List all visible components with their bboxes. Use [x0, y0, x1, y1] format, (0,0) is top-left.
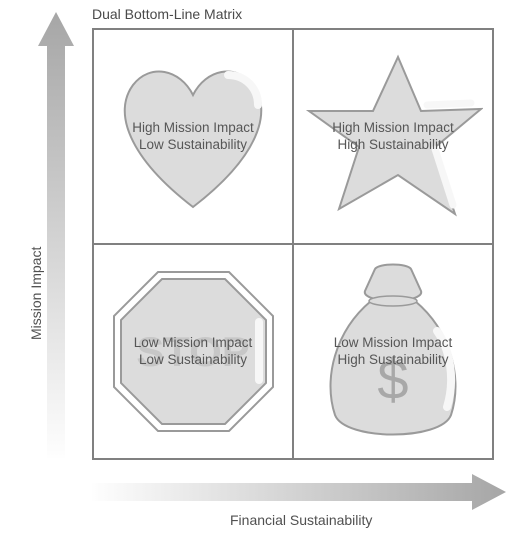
- line1: High Mission Impact: [332, 120, 454, 135]
- matrix-diagram: Dual Bottom-Line Matrix Mission Impact F…: [0, 0, 514, 544]
- line2: Low Sustainability: [139, 352, 247, 367]
- quadrant-label: Low Mission Impact Low Sustainability: [134, 335, 253, 369]
- x-axis-arrow-icon: [92, 474, 506, 510]
- quadrant-top-right: High Mission Impact High Sustainability: [293, 29, 493, 244]
- quadrant-grid: High Mission Impact Low Sustainability H…: [92, 28, 494, 460]
- y-axis-label: Mission Impact: [28, 247, 44, 340]
- quadrant-bottom-left: STOP Low Mission Impact Low Sustainabili…: [93, 244, 293, 459]
- line1: Low Mission Impact: [334, 335, 453, 350]
- line2: High Sustainability: [337, 352, 448, 367]
- quadrant-bottom-right: $ Low Mission Impact High Sustainability: [293, 244, 493, 459]
- quadrant-label: Low Mission Impact High Sustainability: [334, 335, 453, 369]
- quadrant-label: High Mission Impact Low Sustainability: [132, 120, 254, 154]
- quadrant-top-left: High Mission Impact Low Sustainability: [93, 29, 293, 244]
- diagram-title: Dual Bottom-Line Matrix: [92, 6, 242, 22]
- line1: High Mission Impact: [132, 120, 254, 135]
- line1: Low Mission Impact: [134, 335, 253, 350]
- y-axis-arrow-icon: [38, 12, 74, 458]
- quadrant-label: High Mission Impact High Sustainability: [332, 120, 454, 154]
- line2: Low Sustainability: [139, 137, 247, 152]
- x-axis-label: Financial Sustainability: [230, 512, 372, 528]
- line2: High Sustainability: [337, 137, 448, 152]
